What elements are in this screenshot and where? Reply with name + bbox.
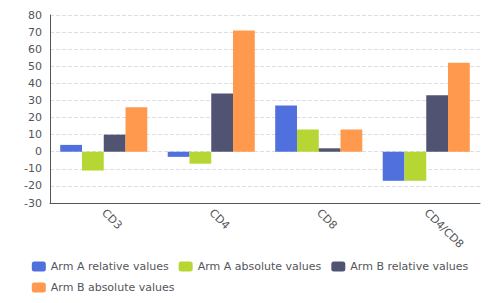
svg-text:CD4/CD8: CD4/CD8	[422, 206, 467, 251]
svg-text:10: 10	[28, 128, 42, 141]
svg-text:CD8: CD8	[314, 206, 340, 232]
svg-text:0: 0	[35, 145, 42, 158]
svg-text:60: 60	[28, 43, 42, 56]
svg-text:80: 80	[28, 9, 42, 22]
svg-text:20: 20	[28, 111, 42, 124]
svg-text:70: 70	[28, 26, 42, 39]
svg-text:-10: -10	[24, 162, 42, 175]
svg-text:CD4: CD4	[207, 206, 233, 232]
svg-text:Arm B absolute values: Arm B absolute values	[51, 281, 175, 294]
svg-text:CD3: CD3	[99, 206, 125, 232]
svg-text:40: 40	[28, 77, 42, 90]
svg-text:-30: -30	[24, 197, 42, 210]
svg-text:50: 50	[28, 60, 42, 73]
svg-text:Arm A absolute values: Arm A absolute values	[198, 260, 322, 273]
svg-text:Arm A relative values: Arm A relative values	[51, 260, 169, 273]
svg-text:Arm B relative values: Arm B relative values	[350, 260, 468, 273]
svg-text:-20: -20	[24, 179, 42, 192]
svg-text:30: 30	[28, 94, 42, 107]
